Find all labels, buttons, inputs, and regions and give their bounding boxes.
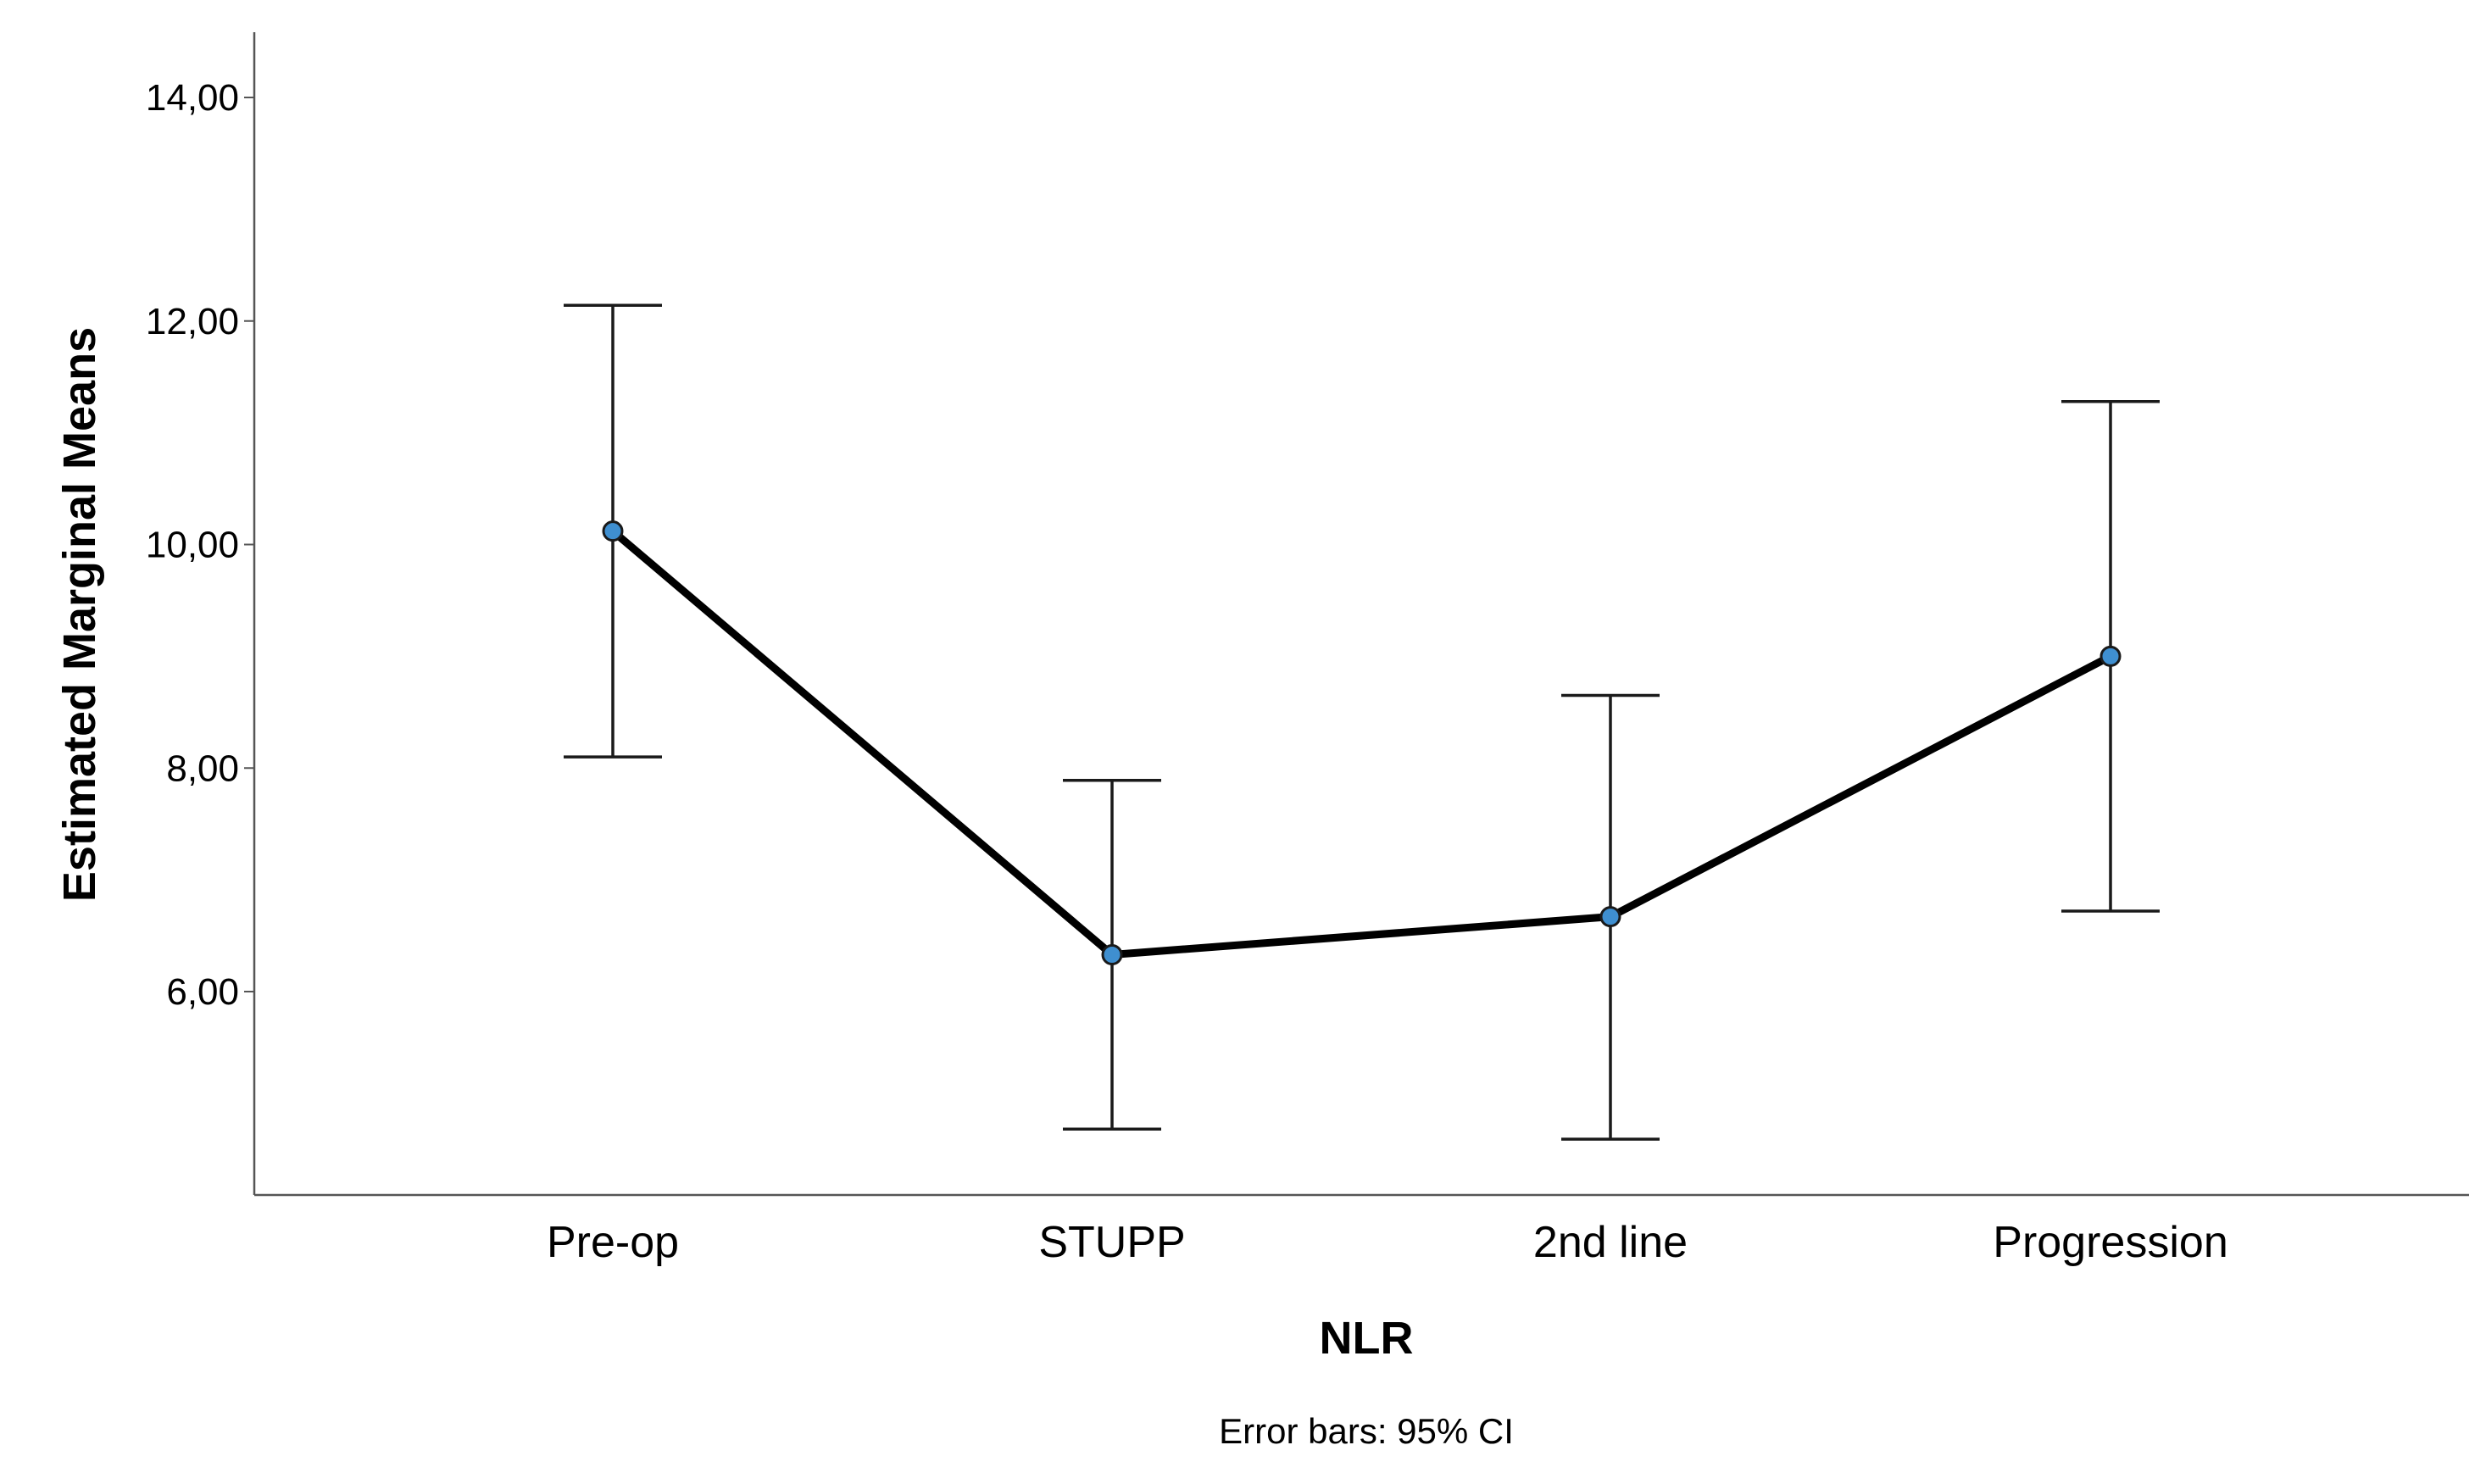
x-category-label: 2nd line	[1533, 1218, 1688, 1267]
x-axis-title: NLR	[1320, 1313, 1414, 1364]
y-tick-label: 10,00	[146, 525, 239, 566]
series-line	[609, 527, 2115, 959]
error-bars-footnote: Error bars: 95% CI	[1219, 1411, 1514, 1451]
axes	[253, 32, 2469, 1197]
data-point-marker	[2099, 645, 2122, 667]
y-tick-label: 6,00	[166, 971, 239, 1013]
data-point-marker	[1599, 906, 1621, 928]
y-tick-label: 12,00	[146, 301, 239, 342]
x-category-label: Progression	[1993, 1218, 2227, 1267]
y-tick-label: 8,00	[166, 748, 239, 789]
y-axis-title: Estimated Marginal Means	[54, 327, 105, 902]
series-markers	[602, 520, 2122, 965]
y-ticks: 6,00 8,00 10,00 12,00 14,00	[146, 77, 254, 1013]
data-point-marker	[602, 520, 624, 542]
error-bars	[564, 303, 2160, 1141]
series-line-path	[609, 527, 2115, 959]
x-category-labels: Pre-op STUPP 2nd line Progression	[547, 1218, 2228, 1267]
data-point-marker	[1101, 943, 1123, 965]
x-category-label: STUPP	[1038, 1218, 1185, 1267]
y-tick-label: 14,00	[146, 77, 239, 119]
x-category-label: Pre-op	[547, 1218, 679, 1267]
